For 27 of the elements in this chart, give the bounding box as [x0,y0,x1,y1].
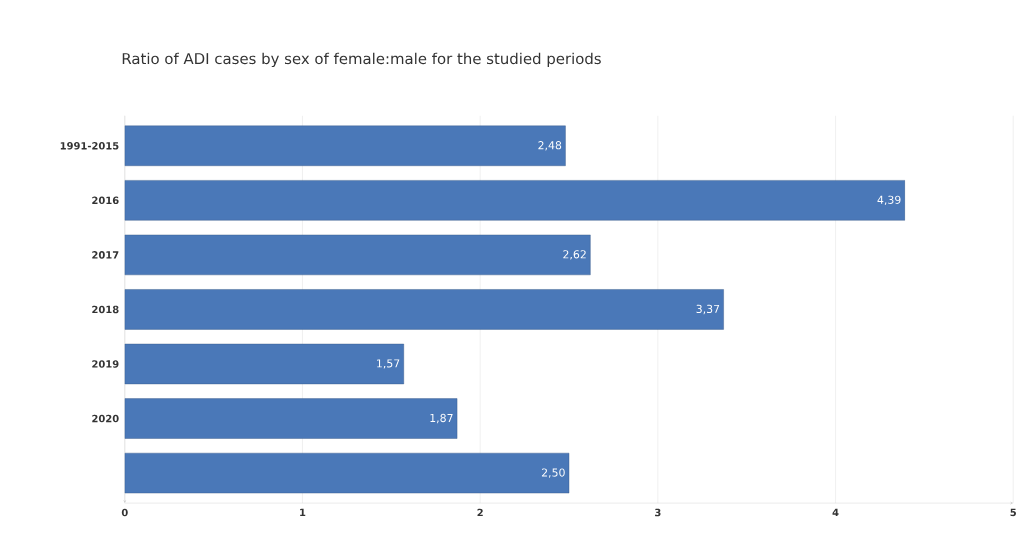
y-tick-label: 2019 [92,360,119,368]
bar [124,343,404,385]
data-label: 2,48 [538,141,562,151]
bar [124,289,724,330]
y-tick-label: 2016 [92,196,119,205]
data-label: 3,37 [696,304,720,315]
data-label: 2,62 [563,250,586,260]
data-label: 4,39 [877,195,901,206]
y-tick-label: 1991-2015 [60,142,119,150]
x-tick-label: 3 [655,508,661,517]
data-label: 1,57 [377,359,400,369]
x-tick-label: 5 [1010,508,1016,517]
bar [124,398,458,439]
bar [124,234,591,276]
y-tick-label: 2018 [92,305,119,314]
x-tick-label: 1 [300,508,306,516]
bar [124,180,906,221]
x-tick-label: 2 [477,508,483,517]
data-label: 2,50 [541,468,565,478]
x-tick-label: 4 [832,508,839,516]
data-label: 1,87 [430,413,453,424]
chart-title: Ratio of ADI cases by sex of female:male for the studied periods [122,52,601,68]
bar [124,125,566,166]
bar [124,452,570,494]
y-tick-label: 2017 [92,251,119,259]
y-tick-label: 2020 [92,414,119,423]
x-tick-label: 0 [121,508,128,517]
